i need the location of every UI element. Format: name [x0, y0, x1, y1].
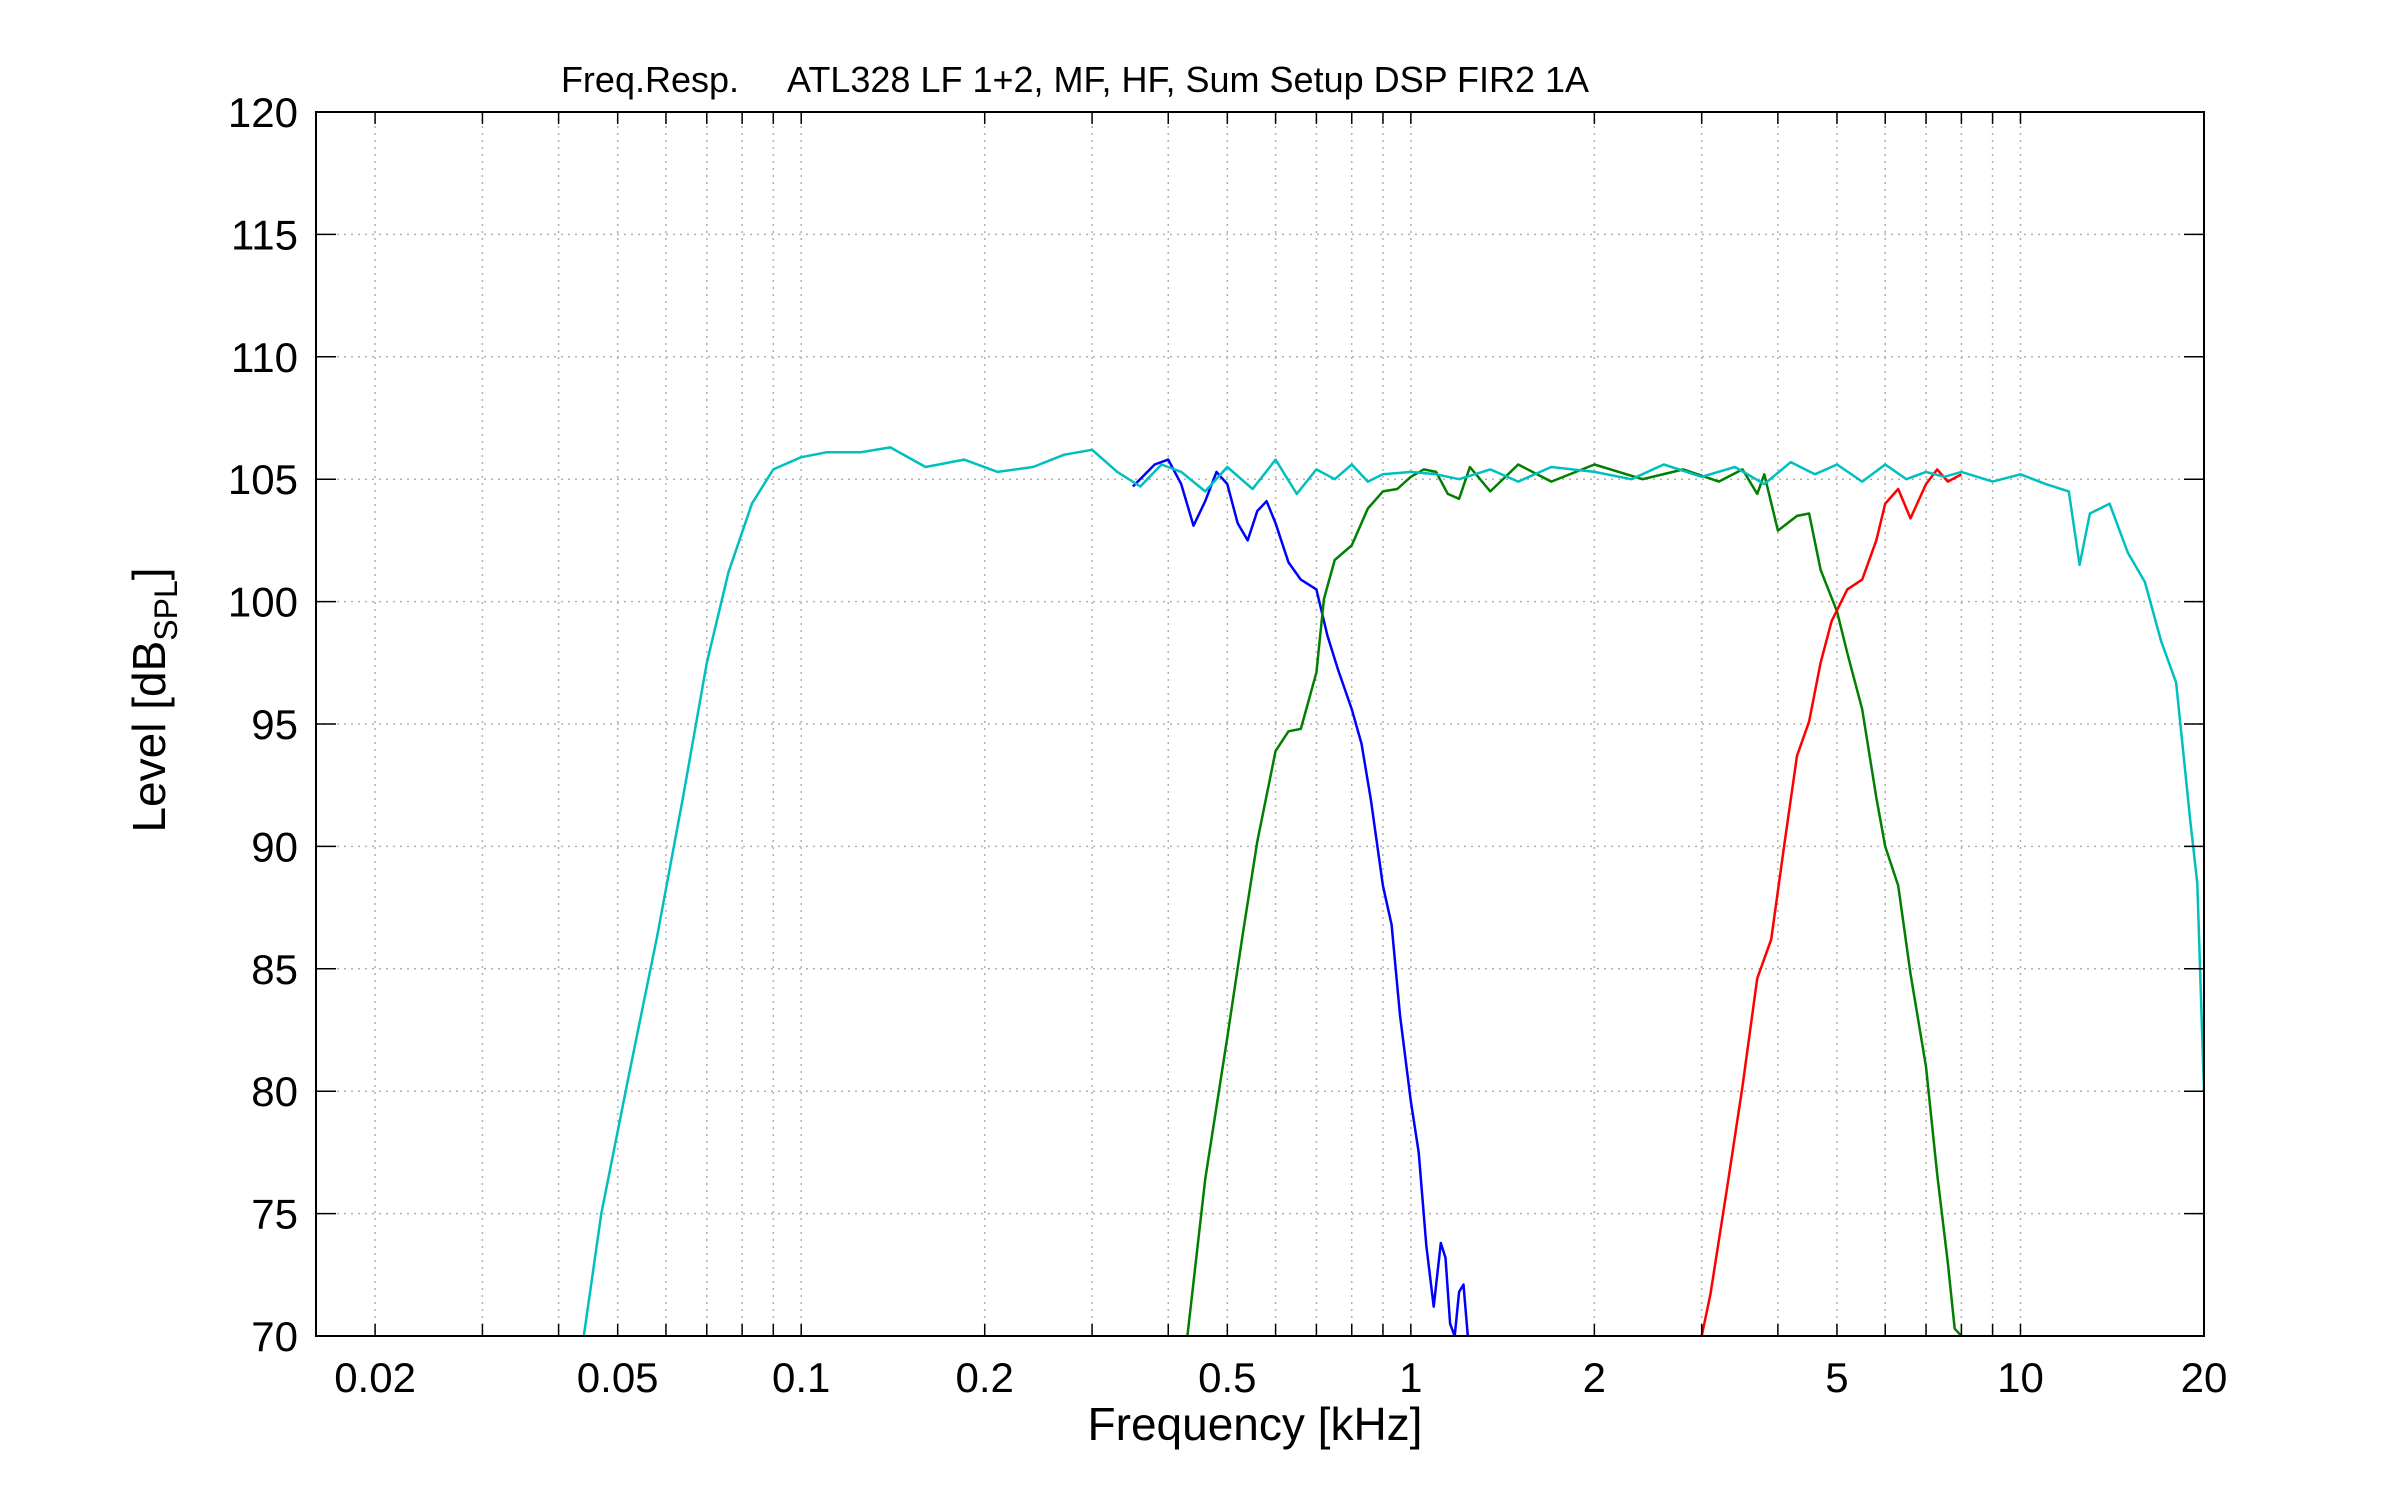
x-tick-label: 20 — [2181, 1354, 2228, 1401]
series-line-4 — [582, 446, 2204, 1336]
x-tick-label: 0.02 — [334, 1354, 416, 1401]
x-tick-label: 5 — [1825, 1354, 1848, 1401]
series-line-2 — [1186, 463, 1963, 1336]
x-tick-label: 1 — [1399, 1354, 1422, 1401]
x-tick-label: 0.1 — [772, 1354, 830, 1401]
grid — [316, 112, 2204, 1336]
y-axis-label: Level [dBSPL] — [123, 567, 184, 832]
y-tick-label: 75 — [251, 1191, 298, 1238]
y-axis-tick-labels: 70 75 80 85 90 95 100 105 110 115 120 — [228, 89, 298, 1360]
y-tick-label: 105 — [228, 456, 298, 503]
y-tick-label: 100 — [228, 579, 298, 626]
series-line-3 — [1700, 468, 1962, 1336]
y-tick-label: 90 — [251, 823, 298, 870]
y-tick-label: 85 — [251, 946, 298, 993]
x-axis-label: Frequency [kHz] — [1088, 1398, 1423, 1450]
x-tick-label: 0.2 — [956, 1354, 1014, 1401]
x-axis-tick-labels: 0.02 0.05 0.1 0.2 0.5 1 2 5 10 20 — [334, 1354, 2227, 1401]
y-tick-label: 80 — [251, 1068, 298, 1115]
chart-title: Freq.Resp. ATL328 LF 1+2, MF, HF, Sum Se… — [561, 59, 1589, 100]
series-group — [582, 446, 2204, 1336]
x-tick-label: 2 — [1583, 1354, 1606, 1401]
y-tick-label: 115 — [231, 211, 298, 258]
y-tick-label: 120 — [228, 89, 298, 136]
y-axis-label-close: ] — [123, 567, 175, 580]
tick-marks — [316, 111, 2204, 1337]
y-axis-label-main: Level [dB — [123, 641, 175, 833]
x-tick-label: 0.5 — [1198, 1354, 1256, 1401]
x-tick-label: 10 — [1997, 1354, 2044, 1401]
y-tick-label: 70 — [251, 1313, 298, 1360]
y-axis-label-subscript: SPL — [148, 580, 184, 640]
x-tick-label: 0.05 — [577, 1354, 659, 1401]
y-tick-label: 110 — [231, 334, 298, 381]
y-tick-label: 95 — [251, 701, 298, 748]
